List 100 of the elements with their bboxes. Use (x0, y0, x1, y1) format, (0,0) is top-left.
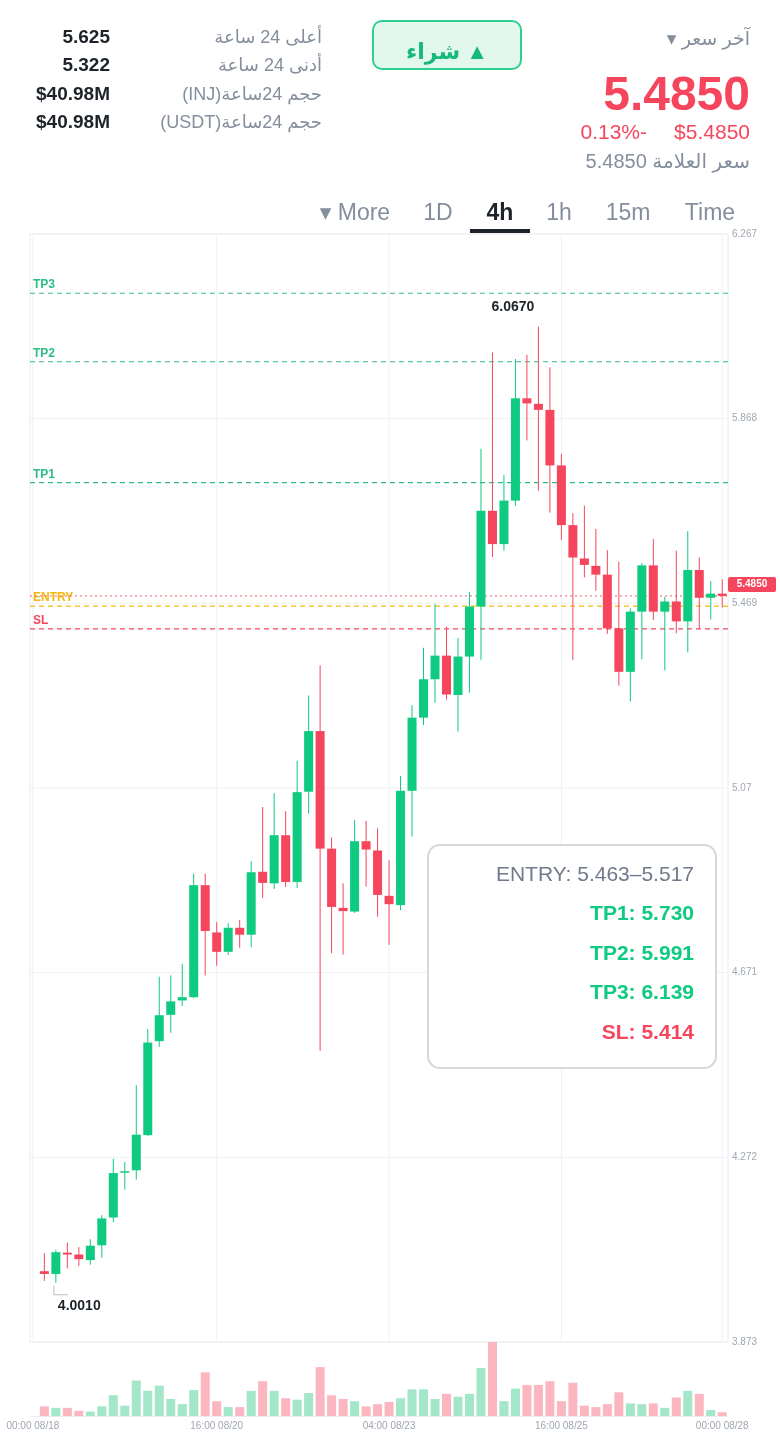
annotation: SL: 5.414 (601, 1019, 695, 1043)
bar (648, 1403, 658, 1416)
bar (637, 1404, 647, 1416)
text: 5.322 (62, 54, 110, 76)
y-tick-label: 6.267 (732, 227, 758, 239)
text: 15m (605, 199, 651, 226)
bar (108, 1395, 118, 1416)
candlestick (258, 806, 268, 899)
bar (476, 1367, 486, 1416)
bar (717, 1412, 727, 1416)
bar (269, 1390, 279, 1416)
bar (51, 1407, 61, 1416)
ref-line-label: TP1 (33, 466, 56, 481)
bar (625, 1403, 635, 1416)
bar (200, 1372, 210, 1416)
annotation: TP1: 5.730 (590, 901, 694, 925)
bar (304, 1393, 314, 1416)
text: أعلى 24 ساعة (214, 24, 322, 47)
candlestick (212, 921, 222, 967)
bar (62, 1407, 72, 1416)
candlestick (338, 882, 348, 956)
bar (396, 1398, 406, 1416)
x-tick-label: 16:00 08/25 (534, 1420, 589, 1431)
annotation: ENTRY: 5.463–5.517 (495, 861, 694, 885)
bar (189, 1390, 199, 1416)
text: Time (684, 199, 736, 226)
bar (533, 1384, 543, 1416)
text: ▲ شراء (406, 38, 488, 65)
ref-line-label: TP2 (33, 345, 56, 360)
candlestick (522, 354, 532, 441)
text: $5.4850 (674, 119, 750, 143)
bar (258, 1381, 268, 1416)
bar (384, 1401, 394, 1416)
text: 5.625 (62, 26, 111, 48)
candlestick (85, 1238, 95, 1266)
x-tick-label: 16:00 08/20 (190, 1420, 244, 1431)
text: $40.98M (36, 111, 110, 133)
bar (212, 1401, 222, 1416)
bar (177, 1404, 187, 1416)
bar (579, 1405, 589, 1416)
annotation: TP3: 6.139 (590, 980, 694, 1004)
bar (522, 1384, 532, 1416)
text: $40.98M (36, 83, 110, 105)
bar (453, 1396, 463, 1416)
bar (338, 1398, 348, 1416)
bar (671, 1397, 681, 1416)
candlestick (430, 603, 440, 704)
bar (556, 1401, 566, 1416)
text: 5.4850 (603, 66, 750, 120)
bar (591, 1407, 601, 1416)
y-tick-label: 4.671 (732, 966, 758, 978)
candlestick (51, 1249, 61, 1284)
bar (464, 1393, 474, 1416)
bar (614, 1392, 624, 1416)
bar (154, 1385, 164, 1416)
x-tick-label: 00:00 08/18 (6, 1420, 60, 1431)
bar (39, 1406, 49, 1416)
annotation: TP2: 5.991 (590, 940, 695, 964)
bar (292, 1399, 302, 1416)
text: أدنى 24 ساعة (217, 52, 322, 75)
bar (327, 1395, 337, 1416)
candlestick (591, 528, 601, 592)
candlestick (166, 974, 176, 1034)
bar (499, 1401, 509, 1416)
text: 4h (486, 199, 514, 226)
candlestick (120, 1161, 130, 1191)
text: سعر العلامة 5.4850 (585, 150, 750, 174)
bar (442, 1393, 451, 1416)
bar (694, 1393, 704, 1416)
x-tick-label: 04:00 08/23 (362, 1420, 416, 1431)
y-tick-label: 5.868 (732, 412, 758, 424)
bar (510, 1388, 520, 1416)
bar (683, 1390, 693, 1416)
bar (166, 1398, 176, 1416)
candlestick (361, 820, 371, 888)
bar (568, 1382, 578, 1416)
annotation: 4.0010 (57, 1296, 101, 1313)
bar (373, 1404, 383, 1416)
text: 1h (546, 199, 572, 226)
ref-line-label: TP3 (33, 277, 56, 292)
candlestick (235, 919, 245, 949)
bar (97, 1406, 107, 1416)
bar (74, 1410, 84, 1416)
candlestick (177, 963, 187, 1007)
bar (350, 1401, 360, 1416)
y-tick-label: 5.469 (732, 596, 758, 608)
text: حجم 24ساعة(INJ) (182, 83, 322, 105)
candlestick (62, 1241, 72, 1269)
candlestick (706, 580, 716, 621)
candlestick (384, 859, 394, 946)
text: حجم 24ساعة(USDT) (160, 111, 322, 133)
bar (246, 1390, 256, 1416)
bar (430, 1398, 440, 1416)
bar (131, 1380, 141, 1416)
candlestick (39, 1252, 49, 1282)
bar (419, 1389, 429, 1416)
y-tick-label: 5.07 (732, 781, 752, 793)
y-tick-label: 3.873 (732, 1335, 758, 1347)
x-tick-label: 00:00 08/28 (695, 1420, 750, 1431)
candlestick (533, 326, 543, 492)
